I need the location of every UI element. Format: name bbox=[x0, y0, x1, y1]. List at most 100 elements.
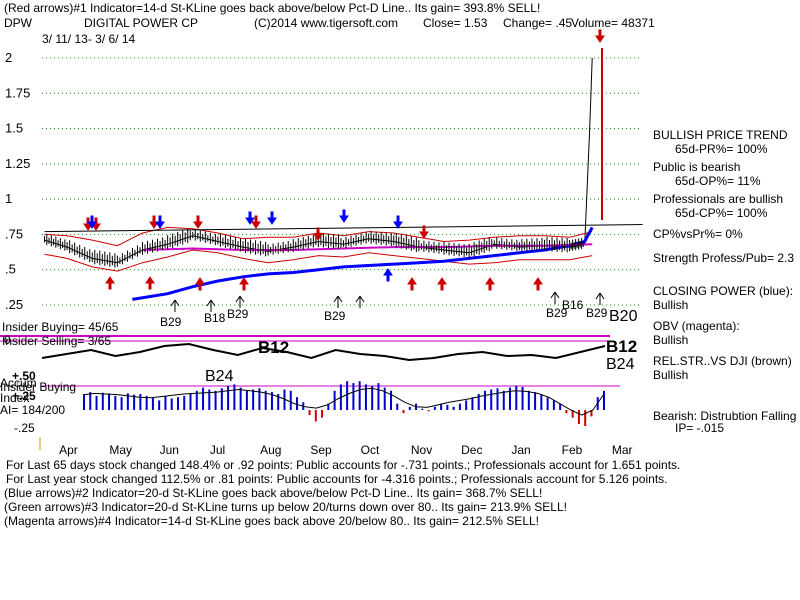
series-resistance-line bbox=[44, 224, 643, 233]
signal-b29-4: B29 bbox=[546, 306, 568, 320]
ticker-label: DPW bbox=[4, 16, 32, 30]
accum-zero-label: 0 bbox=[4, 333, 11, 347]
sell-arrow-blue bbox=[393, 215, 403, 229]
footer-line-65day: For Last 65 days stock changed 148.4% or… bbox=[6, 458, 681, 472]
footer-blue-arrows: (Blue arrows)#2 Indicator=20-d St-KLine … bbox=[4, 486, 543, 500]
series-lower-band bbox=[44, 249, 593, 272]
signal-arrow-black bbox=[170, 299, 180, 312]
sell-arrow-red bbox=[251, 215, 261, 229]
chart-series bbox=[0, 48, 643, 362]
closing-power-label: CLOSING POWER (blue): bbox=[653, 284, 794, 298]
sell-arrow-blue bbox=[339, 209, 349, 223]
x-tick-label: Nov bbox=[411, 443, 432, 457]
op-pct-value: 65d-OP%= 11% bbox=[675, 174, 761, 188]
signal-b29-5: B29 bbox=[586, 306, 608, 320]
sell-arrow-red bbox=[419, 225, 429, 239]
signal-b24-mid: B24 bbox=[205, 368, 234, 385]
relstr-label: REL.STR..VS DJI (brown) bbox=[653, 354, 792, 368]
series-closing-power bbox=[132, 226, 594, 301]
relstr-status: Bullish bbox=[653, 368, 689, 382]
date-range: 3/ 11/ 13- 3/ 6/ 14 bbox=[42, 32, 136, 46]
x-tick-label: Apr bbox=[59, 443, 78, 457]
copyright-label: (C)2014 www.tigersoft.com bbox=[254, 16, 399, 30]
signal-b29-3: B29 bbox=[324, 309, 346, 323]
closing-power-status: Bullish bbox=[653, 298, 689, 312]
signal-arrow-black bbox=[206, 299, 216, 312]
pr-pct-value: 65d-PR%= 100% bbox=[675, 142, 768, 156]
buy-arrow-red bbox=[437, 277, 447, 291]
y-tick-label: 1.75 bbox=[5, 85, 30, 100]
signal-arrow-black bbox=[333, 295, 343, 308]
bullish-trend-label: BULLISH PRICE TREND bbox=[653, 128, 788, 142]
strength-value: Strength Profess/Pub= 2.3 bbox=[653, 251, 795, 265]
accum-label: Accum bbox=[0, 376, 37, 390]
buy-arrow-red bbox=[105, 276, 115, 290]
buy-arrow-red bbox=[485, 277, 495, 291]
signal-b12-mid: B12 bbox=[258, 338, 290, 357]
header-indicator-line: (Red arrows)#1 Indicator=14-d St-KLine g… bbox=[4, 1, 541, 15]
signal-b29-1: B29 bbox=[160, 315, 182, 329]
index-label: Index bbox=[0, 391, 30, 405]
buy-arrow-blue bbox=[383, 268, 393, 282]
buy-arrow-red bbox=[195, 277, 205, 291]
ip-value: IP= -.015 bbox=[675, 421, 725, 435]
company-name: DIGITAL POWER CP bbox=[84, 16, 199, 30]
sell-arrow-red bbox=[313, 227, 323, 241]
x-tick-label: Jul bbox=[210, 443, 225, 457]
x-axis-months: Apr May Jun Jul Aug Sep Oct Nov Dec Jan Feb Mar bbox=[39, 437, 633, 457]
obv-status: Bullish bbox=[653, 333, 689, 347]
y-axis-ticks: 21.751.51.251.75.5.25 bbox=[5, 50, 30, 312]
buy-arrow-red bbox=[145, 276, 155, 290]
buy-arrow-red bbox=[407, 277, 417, 291]
sell-arrow-blue bbox=[245, 211, 255, 225]
y-tick-label: 1.5 bbox=[5, 121, 23, 136]
obv-label: OBV (magenta): bbox=[653, 319, 740, 333]
signal-b20-right: B20 bbox=[609, 308, 638, 325]
signal-b12-right: B12 bbox=[606, 337, 638, 356]
x-tick-label: Aug bbox=[260, 443, 281, 457]
professionals-sentiment-label: Professionals are bullish bbox=[653, 192, 784, 206]
volume-value: Volume= 48371 bbox=[571, 16, 655, 30]
x-tick-label: Oct bbox=[361, 443, 380, 457]
sell-arrow-blue bbox=[155, 215, 165, 229]
insider-buying-axis-label: Insider Buying bbox=[0, 380, 77, 394]
relative-strength-line bbox=[41, 342, 606, 362]
x-tick-label: Jan bbox=[511, 443, 530, 457]
signal-arrow-black bbox=[355, 295, 365, 308]
public-sentiment-label: Public is bearish bbox=[653, 160, 741, 174]
x-tick-label: Feb bbox=[562, 443, 583, 457]
ai-value: AI= 184/200 bbox=[0, 403, 66, 417]
sell-arrow-red bbox=[193, 215, 203, 229]
signal-arrows bbox=[83, 29, 605, 312]
accum-moving-average bbox=[83, 387, 605, 416]
signal-arrow-black bbox=[595, 292, 605, 305]
insider-buying-label: Insider Buying= 45/65 bbox=[2, 320, 119, 334]
x-tick-label: Mar bbox=[612, 443, 633, 457]
footer-line-year: For Last year stock changed 112.5% or .8… bbox=[6, 472, 668, 486]
signal-b18: B18 bbox=[204, 311, 226, 325]
signal-arrow-black bbox=[235, 295, 245, 308]
accum-index-panel bbox=[42, 381, 620, 426]
x-tick-label: Sep bbox=[310, 443, 332, 457]
cp-pct-value: 65d-CP%= 100% bbox=[675, 206, 768, 220]
bearish-distribution-label: Bearish: Distrubtion Falling bbox=[653, 409, 797, 423]
x-tick-label: May bbox=[109, 443, 132, 457]
y-tick-label: 2 bbox=[5, 50, 12, 65]
y-tick-label: .25 bbox=[5, 297, 23, 312]
accum-tick-neg25: -.25 bbox=[14, 421, 35, 435]
accum-tick-25: +.25 bbox=[12, 389, 36, 403]
buy-arrow-red bbox=[239, 277, 249, 291]
signal-arrow-black bbox=[550, 291, 560, 304]
signal-b16: B16 bbox=[562, 298, 584, 312]
footer-green-arrows: (Green arrows)#3 Indicator=20-d St-KLine… bbox=[4, 500, 567, 514]
cp-vs-pr-value: CP%vsPr%= 0% bbox=[653, 227, 743, 241]
y-tick-label: 1 bbox=[5, 191, 12, 206]
y-tick-label: .5 bbox=[5, 262, 16, 277]
sell-arrow-red bbox=[595, 29, 605, 43]
sell-arrow-blue bbox=[87, 215, 97, 229]
signal-b29-2: B29 bbox=[227, 307, 249, 321]
x-tick-label: Dec bbox=[461, 443, 482, 457]
sell-arrow-blue bbox=[267, 211, 277, 225]
y-tick-label: 1.25 bbox=[5, 156, 30, 171]
